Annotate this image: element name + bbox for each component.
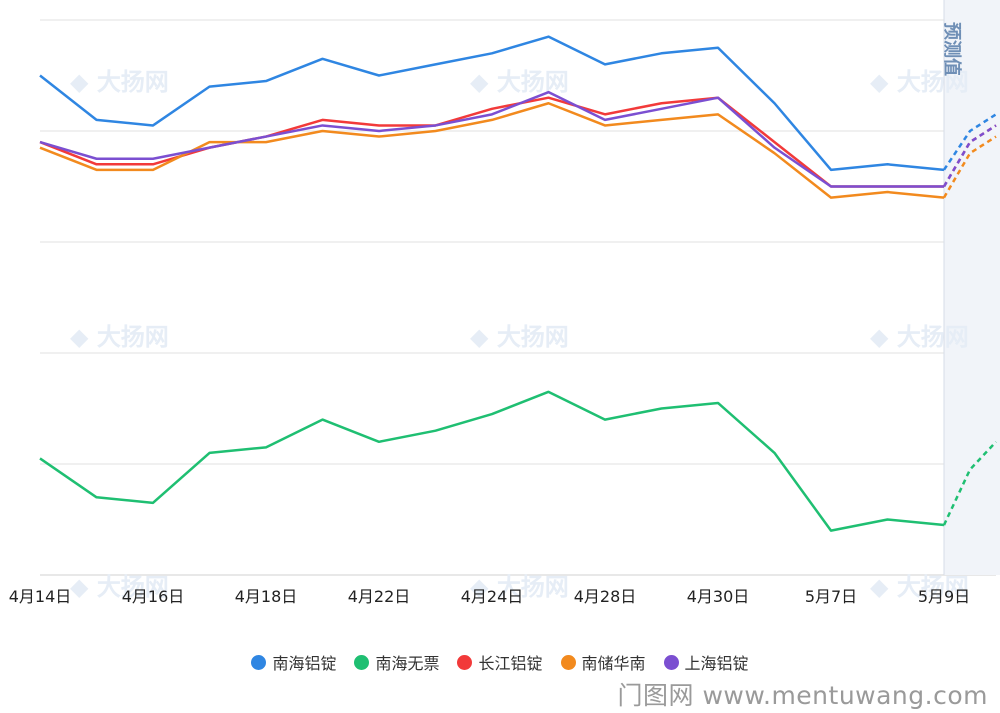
watermark-logo: ◆ 大扬网 <box>470 323 569 351</box>
series-forecast-0 <box>942 113 997 171</box>
watermark-logo: ◆ 大扬网 <box>70 323 169 351</box>
legend-label: 长江铝锭 <box>478 654 543 673</box>
watermark-logo: ◆ 大扬网 <box>870 573 969 601</box>
watermark-logo: ◆ 大扬网 <box>870 323 969 351</box>
series-line-2 <box>39 96 944 188</box>
series-forecast-3 <box>942 135 997 199</box>
series-line-4 <box>39 90 944 188</box>
series-forecast-4 <box>942 124 997 188</box>
series-line-1 <box>39 390 945 532</box>
legend-dot-0 <box>251 654 267 670</box>
series-layer <box>39 35 997 532</box>
legend-item[interactable]: 上海铝锭 <box>663 650 749 674</box>
line-chart: ◆ 大扬网 ◆ 大扬网 ◆ 大扬网 ◆ 大扬网 ◆ 大扬网 ◆ 大扬网 ◆ 大扬网 ◆ 大扬网… <box>9 0 1000 606</box>
x-tick-label: 4月28日 <box>574 587 637 606</box>
legend-item[interactable]: 南海铝锭 <box>251 650 336 674</box>
legend-label: 上海铝锭 <box>684 654 749 673</box>
legend: 南海铝锭 南海无票 长江铝锭 南储华南 上海铝锭 <box>0 650 1000 674</box>
watermark-logo: ◆ 大扬网 <box>70 68 169 96</box>
grid-lines <box>40 19 996 576</box>
series-forecast-1 <box>942 440 997 526</box>
x-tick-label: 5月9日 <box>918 587 970 606</box>
legend-dot-1 <box>354 654 370 670</box>
x-tick-label: 4月14日 <box>9 587 72 606</box>
x-tick-label: 4月16日 <box>122 587 185 606</box>
forecast-label: 预测值 <box>941 22 963 76</box>
legend-label: 南储华南 <box>581 654 646 673</box>
forecast-region <box>944 0 1000 575</box>
watermark-logo: ◆ 大扬网 <box>870 68 969 96</box>
legend-label: 南海无票 <box>375 654 440 673</box>
watermark-logo: ◆ 大扬网 <box>470 68 569 96</box>
legend-label: 南海铝锭 <box>272 654 337 673</box>
legend-dot-2 <box>457 654 473 670</box>
x-tick-label: 4月22日 <box>348 587 411 606</box>
watermark-logo: ◆ 大扬网 <box>70 573 169 601</box>
watermark-logos: ◆ 大扬网 ◆ 大扬网 ◆ 大扬网 ◆ 大扬网 ◆ 大扬网 ◆ 大扬网 ◆ 大扬网 ◆ 大扬网… <box>70 68 969 601</box>
watermark-logo: ◆ 大扬网 <box>470 573 569 601</box>
x-tick-label: 4月24日 <box>461 587 524 606</box>
legend-item[interactable]: 南储华南 <box>560 650 646 674</box>
x-tick-label: 5月7日 <box>805 587 857 606</box>
legend-dot-4 <box>663 654 679 670</box>
x-tick-label: 4月18日 <box>235 587 298 606</box>
legend-item[interactable]: 长江铝锭 <box>457 650 543 674</box>
legend-dot-3 <box>560 654 576 670</box>
x-tick-label: 4月30日 <box>687 587 750 606</box>
series-line-0 <box>39 35 945 172</box>
site-watermark: 门图网 www.mentuwang.com <box>617 681 988 710</box>
x-axis-ticks: 4月14日 4月16日 4月18日 4月22日 4月24日 4月28日 4月30日 5月7日 5… <box>9 587 970 606</box>
legend-item[interactable]: 南海无票 <box>354 650 439 674</box>
series-line-3 <box>39 102 945 199</box>
